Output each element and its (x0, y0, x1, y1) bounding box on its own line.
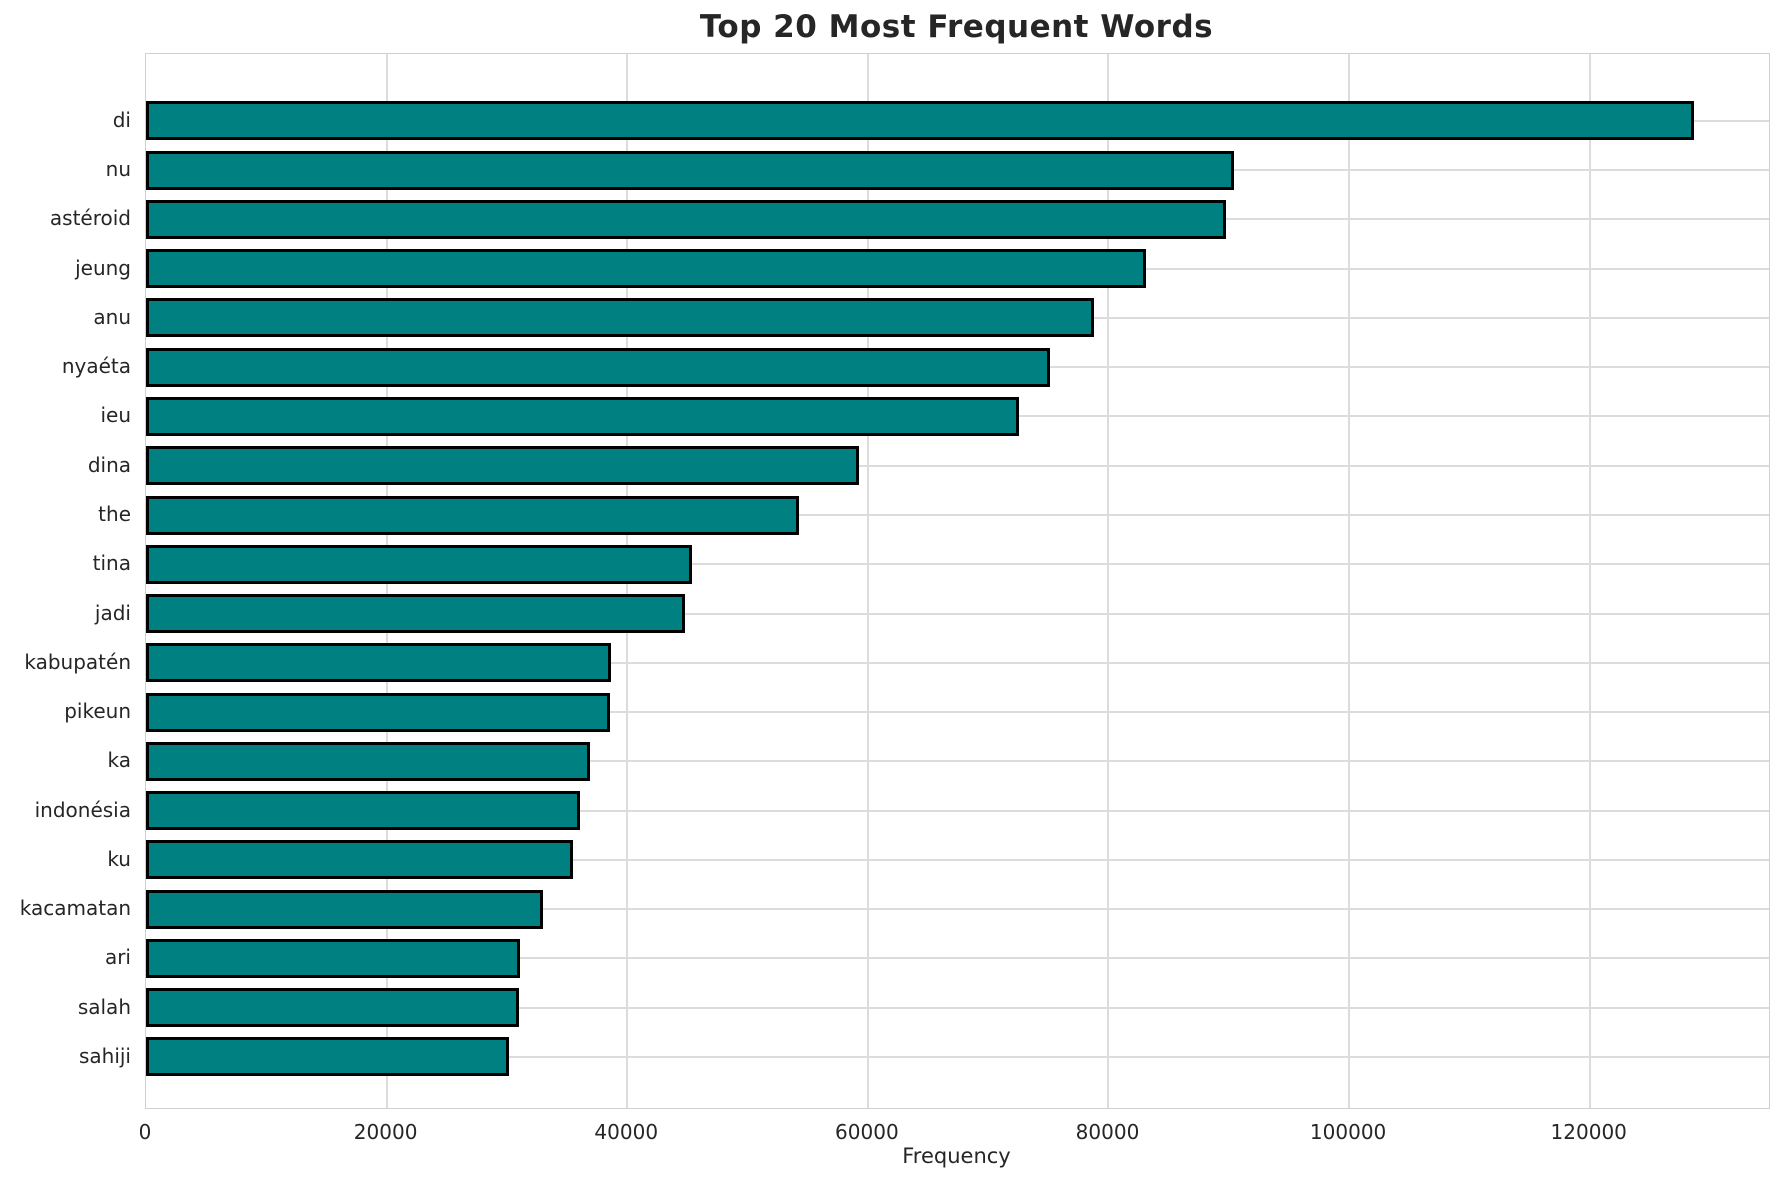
x-tick-label: 80000 (1075, 1120, 1140, 1144)
bar (146, 495, 800, 535)
y-tick-label: indonésia (34, 797, 131, 822)
bar (146, 544, 693, 584)
y-tick-label: jeung (75, 255, 131, 280)
gridline-horizontal (146, 908, 1769, 911)
y-tick-label: ieu (100, 403, 131, 428)
y-tick-label: jadi (94, 600, 131, 625)
y-tick-label: ka (107, 748, 132, 773)
y-tick-label: nyaéta (61, 354, 131, 379)
gridline-horizontal (146, 1006, 1769, 1009)
gridline-vertical (1348, 54, 1351, 1108)
bar (146, 1037, 510, 1077)
gridline-horizontal (146, 858, 1769, 861)
gridline-horizontal (146, 661, 1769, 664)
y-tick-label: tina (92, 551, 131, 576)
gridline-horizontal (146, 809, 1769, 812)
y-tick-label: sahiji (78, 1043, 131, 1068)
bar (146, 249, 1146, 289)
bar (146, 988, 519, 1028)
gridline-horizontal (146, 612, 1769, 615)
y-tick-label: kacamatan (19, 896, 131, 921)
bar (146, 594, 685, 633)
y-tick-label: anu (93, 304, 131, 329)
gridline-vertical (866, 54, 869, 1108)
y-tick-label: di (112, 107, 131, 132)
y-tick-label: ku (107, 846, 131, 871)
bar (146, 101, 1695, 141)
gridline-horizontal (146, 464, 1769, 467)
x-axis-label: Frequency (902, 1144, 1011, 1168)
gridline-horizontal (146, 1055, 1769, 1058)
bar (146, 840, 574, 880)
x-tick-label: 60000 (835, 1120, 899, 1144)
gridline-horizontal (146, 563, 1769, 566)
gridline-horizontal (146, 514, 1769, 516)
chart-title: Top 20 Most Frequent Words (699, 9, 1214, 45)
bar (146, 791, 581, 831)
bar (146, 396, 1020, 436)
bar (146, 643, 611, 683)
x-tick-label: 100000 (1309, 1120, 1387, 1144)
bar (146, 692, 611, 732)
x-tick-label: 40000 (594, 1120, 659, 1144)
x-tick-label: 20000 (353, 1120, 418, 1144)
gridline-horizontal (146, 760, 1769, 763)
gridline-vertical (1588, 54, 1591, 1108)
y-tick-label: nu (105, 157, 131, 182)
bar (146, 150, 1234, 190)
x-tick-label: 0 (138, 1120, 152, 1144)
bar (146, 741, 590, 781)
bar (146, 889, 544, 929)
y-tick-label: the (98, 502, 131, 526)
bar (146, 446, 860, 486)
plot-area (145, 53, 1770, 1109)
gridline-vertical (1107, 54, 1110, 1108)
gridline-horizontal (146, 711, 1769, 713)
bar (146, 938, 521, 978)
bar (146, 347, 1050, 387)
y-tick-label: dina (87, 452, 131, 477)
gridline-horizontal (146, 957, 1769, 960)
y-tick-label: astéroid (49, 206, 131, 231)
bar (146, 199, 1227, 239)
y-tick-label: pikeun (64, 699, 131, 723)
y-tick-label: ari (104, 945, 131, 970)
bar (146, 298, 1095, 338)
y-tick-label: kabupatén (24, 649, 131, 674)
y-tick-label: salah (77, 994, 131, 1019)
x-tick-label: 120000 (1550, 1120, 1627, 1144)
